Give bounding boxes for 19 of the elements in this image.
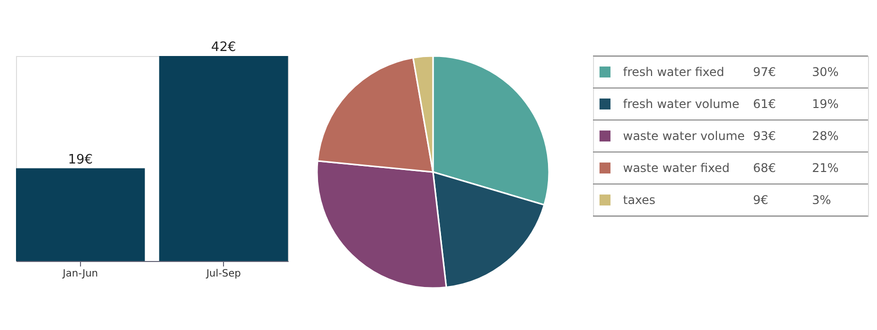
legend-label: waste water fixed [623, 161, 730, 175]
x-tick-label: Jul-Sep [205, 268, 241, 280]
legend-label: fresh water volume [623, 97, 740, 111]
legend-label: waste water volume [623, 129, 745, 143]
text: 30% [812, 65, 839, 79]
data-label: 97€ [753, 65, 776, 79]
legend-label: taxes [623, 193, 656, 207]
data-label: 68€ [753, 161, 776, 175]
text: 21% [812, 161, 839, 175]
legend-label: fresh water fixed [623, 65, 724, 79]
text: 3% [812, 193, 832, 207]
x-tick-label: Jan-Jun [62, 268, 98, 280]
data-label: 19€ [68, 152, 93, 168]
data-label: 42€ [211, 40, 236, 55]
data-label: 61€ [753, 97, 776, 111]
text: 19% [812, 97, 839, 111]
text: 28% [812, 129, 839, 143]
data-label: 9€ [753, 193, 768, 207]
data-label: 93€ [753, 129, 776, 143]
